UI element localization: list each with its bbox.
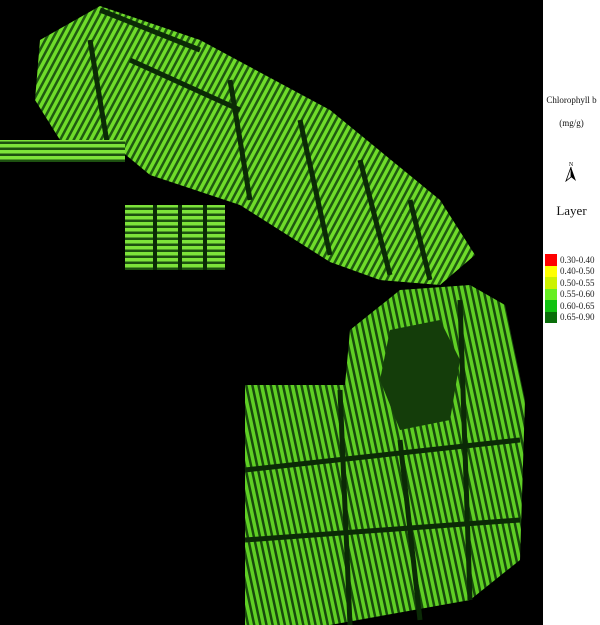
legend-item: 0.30-0.40 xyxy=(545,254,595,266)
legend-item: 0.65-0.90 xyxy=(545,311,595,323)
legend-swatch xyxy=(545,265,557,277)
field-region-north xyxy=(35,6,475,285)
legend-swatch xyxy=(545,277,557,289)
svg-text:N: N xyxy=(569,162,574,168)
north-arrow-icon: N xyxy=(565,162,576,182)
legend-item: 0.40-0.50 xyxy=(545,265,595,277)
legend-unit: (mg/g) xyxy=(559,118,584,128)
legend-item: 0.55-0.60 xyxy=(545,288,595,300)
chlorophyll-map xyxy=(0,6,525,625)
legend-item-label: 0.60-0.65 xyxy=(560,300,595,311)
legend-title: Chlorophyll b xyxy=(546,95,597,105)
legend-swatch xyxy=(545,300,557,312)
legend-classes: 0.30-0.40 0.40-0.50 0.50-0.55 0.55-0.60 0.60… xyxy=(545,254,595,323)
legend-swatch xyxy=(545,288,557,300)
legend-swatch xyxy=(545,311,557,323)
legend-item-label: 0.40-0.50 xyxy=(560,266,595,277)
legend-item: 0.60-0.65 xyxy=(545,300,595,312)
field-region-west-strip xyxy=(0,140,225,270)
legend-item-label: 0.55-0.60 xyxy=(560,289,595,300)
legend-item-label: 0.65-0.90 xyxy=(560,312,595,323)
legend-panel: Chlorophyll b (mg/g) N Layer 0.30-0.40 0.… xyxy=(543,0,600,625)
legend-item-label: 0.30-0.40 xyxy=(560,254,595,265)
field-region-south xyxy=(244,285,525,625)
legend-item-label: 0.50-0.55 xyxy=(560,277,595,288)
legend-swatch xyxy=(545,254,557,266)
legend-item: 0.50-0.55 xyxy=(545,277,595,289)
layer-label: Layer xyxy=(556,203,587,218)
